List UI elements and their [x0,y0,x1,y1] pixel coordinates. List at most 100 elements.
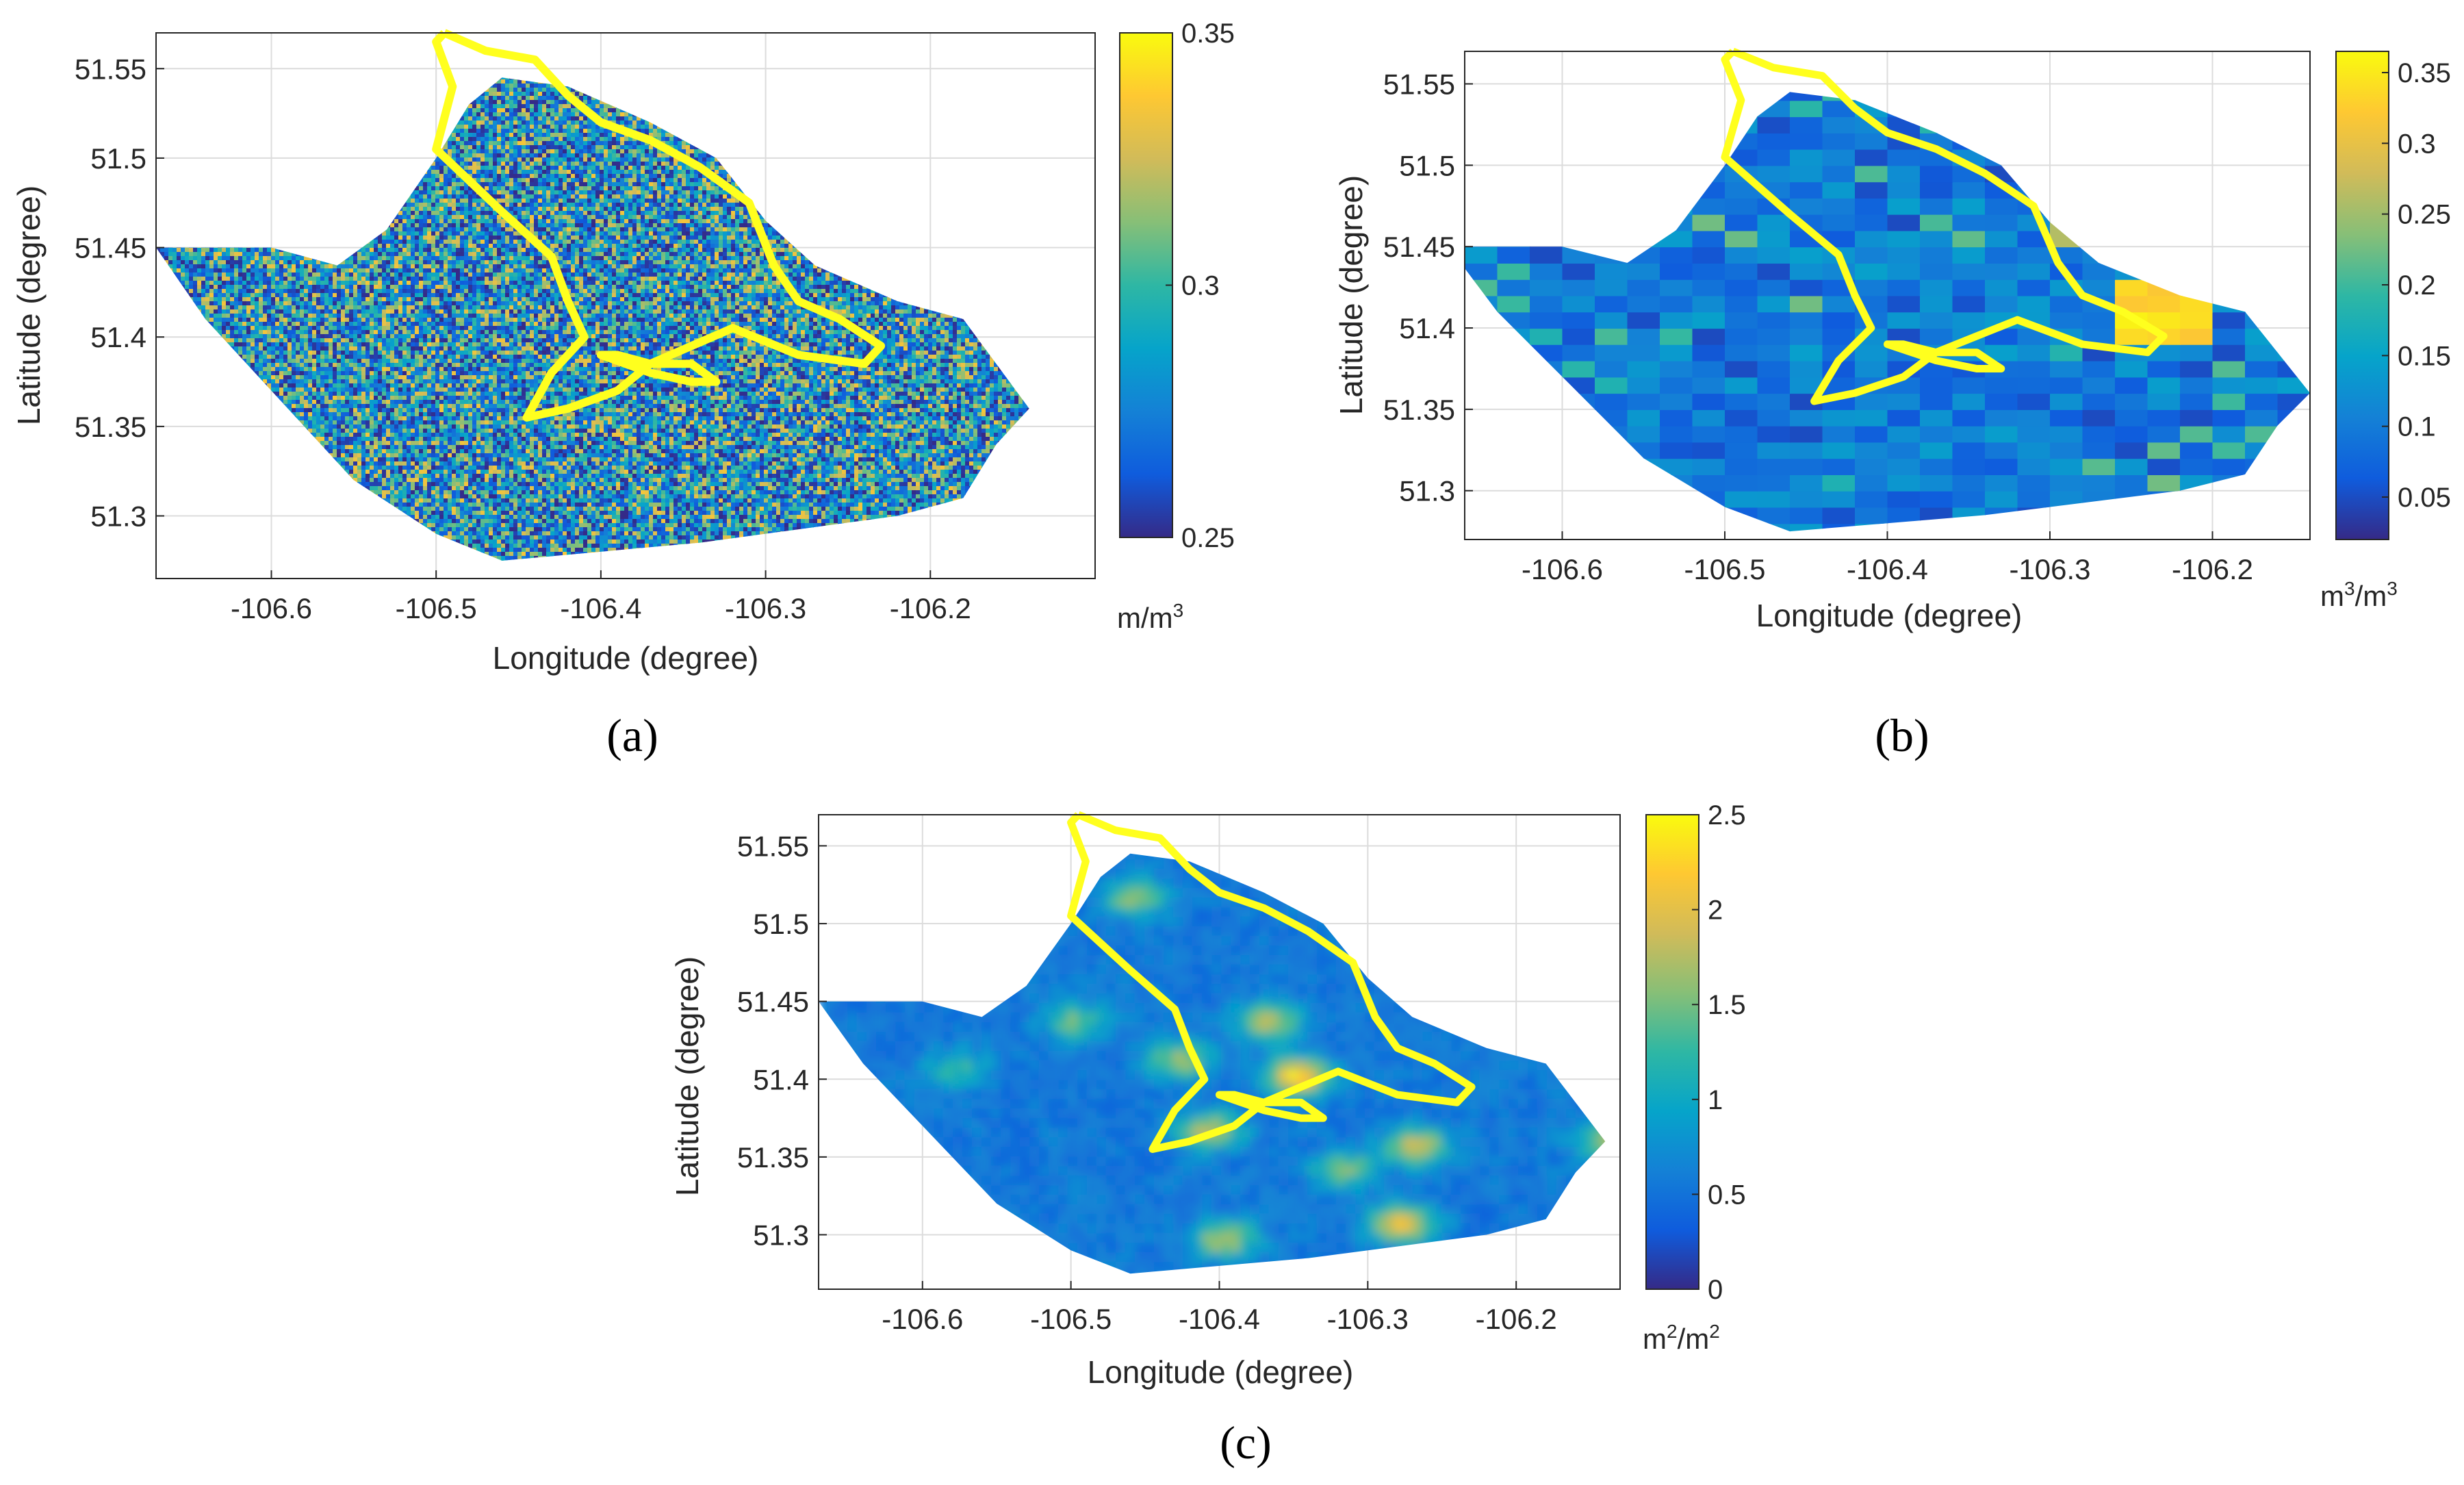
heatmap-cell [464,108,469,113]
heatmap-cell [571,112,576,117]
heatmap-cell [505,125,510,129]
heatmap-cell [489,120,493,125]
heatmap-cell [480,100,485,105]
heatmap-cell [554,129,559,134]
heatmap-cell [485,133,489,138]
heatmap-cell [538,100,543,105]
heatmap-cell [493,137,498,142]
heatmap-cell [538,125,543,129]
heatmap-cell [497,120,502,125]
heatmap-cell [517,84,522,88]
heatmap-cell [497,96,502,101]
heatmap-cell [493,112,498,117]
heatmap-cell [497,84,502,88]
heatmap-cell [472,120,477,125]
heatmap-cell [493,141,498,146]
heatmap-cell [534,129,539,134]
heatmap-cell [509,125,514,129]
heatmap-cell [587,100,592,105]
heatmap-cell [513,125,518,129]
heatmap-cell [567,100,572,105]
heatmap-cell [472,104,477,109]
heatmap-cell [546,104,551,109]
heatmap-cell [600,104,604,109]
heatmap-cell [501,84,506,88]
heatmap-cell [460,133,465,138]
heatmap-cell [509,104,514,109]
heatmap-cell [505,79,510,84]
heatmap-cell [489,137,493,142]
heatmap-cell [575,108,580,113]
heatmap-cell [505,108,510,113]
heatmap-cell [464,129,469,134]
heatmap-cell [591,133,596,138]
heatmap-cell [493,88,498,92]
heatmap-cell [620,120,625,125]
heatmap-cell [538,120,543,125]
heatmap-cell [489,125,493,129]
heatmap-cell [554,108,559,113]
heatmap-cell [591,100,596,105]
heatmap-cell [476,100,481,105]
heatmap-cell [485,129,489,134]
heatmap-cell [583,141,588,146]
heatmap-cell [505,129,510,134]
heatmap-cell [489,88,493,92]
heatmap-cell [632,125,637,129]
heatmap-cell [616,108,621,113]
heatmap-cell [661,133,666,138]
heatmap-cell [522,79,526,84]
heatmap-cell [489,116,493,121]
heatmap-cell [571,108,576,113]
heatmap-cell [513,137,518,142]
heatmap-cell [608,108,613,113]
heatmap-cell [517,133,522,138]
heatmap-cell [637,141,641,146]
heatmap-cell [579,116,584,121]
heatmap-cell [485,100,489,105]
heatmap-cell [559,137,563,142]
heatmap-cell [517,129,522,134]
heatmap-cell [505,92,510,97]
heatmap-cell [493,120,498,125]
heatmap-cell [513,141,518,146]
heatmap-cell [628,141,633,146]
heatmap-cell [485,104,489,109]
heatmap-cell [559,96,563,101]
heatmap-cell [456,129,461,134]
heatmap-cell [682,141,686,146]
heatmap-cell [513,108,518,113]
heatmap-cell [645,120,650,125]
heatmap-cell [517,92,522,97]
heatmap-cell [509,79,514,84]
heatmap-cell [612,141,617,146]
heatmap-cell [489,108,493,113]
heatmap-cell [542,104,547,109]
heatmap-cell [583,120,588,125]
heatmap-cell [468,141,473,146]
heatmap-cell [604,129,608,134]
heatmap-cell [563,112,567,117]
heatmap-cell [497,141,502,146]
heatmap-cell [567,133,572,138]
heatmap-cell [559,133,563,138]
heatmap-cell [534,112,539,117]
heatmap-cell [464,133,469,138]
heatmap-cell [472,129,477,134]
heatmap-cell [505,84,510,88]
heatmap-cell [468,129,473,134]
heatmap-cell [497,108,502,113]
heatmap-cell [587,96,592,101]
heatmap-cell [485,116,489,121]
heatmap-cell [571,120,576,125]
heatmap-cell [517,112,522,117]
heatmap-cell [530,112,535,117]
heatmap-cell [583,100,588,105]
heatmap-cell [649,120,654,125]
heatmap-cell [456,125,461,129]
heatmap-cell [497,125,502,129]
heatmap-cell [480,112,485,117]
heatmap-cell [554,100,559,105]
heatmap-cell [538,88,543,92]
heatmap-cell [509,141,514,146]
